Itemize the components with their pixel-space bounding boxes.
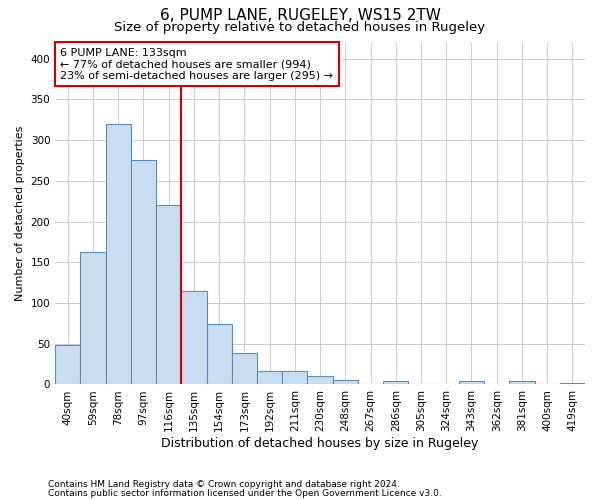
Text: Contains public sector information licensed under the Open Government Licence v3: Contains public sector information licen… — [48, 489, 442, 498]
Bar — [257, 370, 282, 384]
Text: 6 PUMP LANE: 133sqm
← 77% of detached houses are smaller (994)
23% of semi-detac: 6 PUMP LANE: 133sqm ← 77% of detached ho… — [61, 48, 334, 81]
Bar — [206, 324, 232, 384]
Bar — [383, 381, 409, 384]
Y-axis label: Number of detached properties: Number of detached properties — [15, 126, 25, 301]
Bar — [131, 160, 156, 384]
Text: 6, PUMP LANE, RUGELEY, WS15 2TW: 6, PUMP LANE, RUGELEY, WS15 2TW — [160, 8, 440, 22]
Bar — [106, 124, 131, 384]
Bar — [459, 381, 484, 384]
Bar — [332, 380, 358, 384]
Bar — [232, 352, 257, 384]
Text: Contains HM Land Registry data © Crown copyright and database right 2024.: Contains HM Land Registry data © Crown c… — [48, 480, 400, 489]
Bar — [282, 370, 307, 384]
Bar — [509, 381, 535, 384]
Bar — [55, 346, 80, 385]
Text: Size of property relative to detached houses in Rugeley: Size of property relative to detached ho… — [115, 21, 485, 34]
Bar — [307, 376, 332, 384]
Bar — [181, 291, 206, 384]
Bar — [560, 383, 585, 384]
Bar — [80, 252, 106, 384]
X-axis label: Distribution of detached houses by size in Rugeley: Distribution of detached houses by size … — [161, 437, 479, 450]
Bar — [156, 206, 181, 384]
